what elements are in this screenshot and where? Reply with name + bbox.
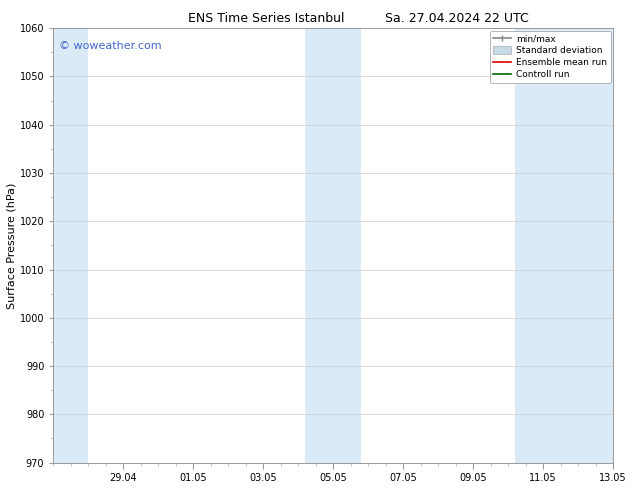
Y-axis label: Surface Pressure (hPa): Surface Pressure (hPa) [7,182,17,309]
Legend: min/max, Standard deviation, Ensemble mean run, Controll run: min/max, Standard deviation, Ensemble me… [489,31,611,83]
Text: © woweather.com: © woweather.com [59,41,162,51]
Bar [53,28,88,463]
Bar [515,28,613,463]
Text: Sa. 27.04.2024 22 UTC: Sa. 27.04.2024 22 UTC [385,12,528,25]
Text: ENS Time Series Istanbul: ENS Time Series Istanbul [188,12,344,25]
Bar [306,28,361,463]
